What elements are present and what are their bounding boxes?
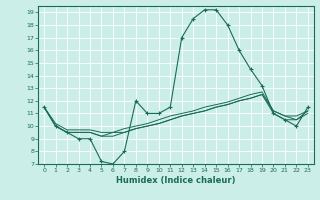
X-axis label: Humidex (Indice chaleur): Humidex (Indice chaleur) [116, 176, 236, 185]
